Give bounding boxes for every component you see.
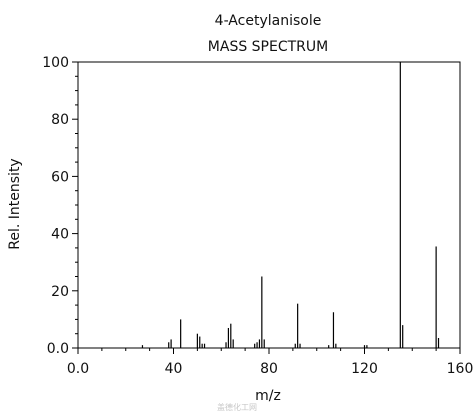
y-tick-label: 40 <box>51 227 69 243</box>
plot-frame <box>77 61 461 349</box>
x-axis-ticks: 0.0 40 80 120 160 <box>67 348 474 377</box>
watermark-text: 盖德化工网 <box>217 402 257 412</box>
y-axis-ticks: 0.0 20 40 60 80 100 <box>42 55 78 357</box>
y-tick-label: 60 <box>51 169 69 185</box>
y-tick-label: 80 <box>51 112 69 128</box>
x-tick-label: 120 <box>351 361 378 377</box>
y-tick-label: 20 <box>51 284 69 300</box>
chart-subtitle: MASS SPECTRUM <box>208 39 328 55</box>
y-tick-label: 0.0 <box>47 341 69 357</box>
chart-title: 4-Acetylanisole <box>215 13 322 29</box>
y-axis-label: Rel. Intensity <box>7 158 23 249</box>
y-tick-label: 100 <box>42 55 69 71</box>
x-tick-label: 40 <box>165 361 183 377</box>
peak-bars <box>141 62 440 348</box>
x-tick-label: 0.0 <box>67 361 89 377</box>
x-axis-label: m/z <box>255 388 281 404</box>
x-tick-label: 80 <box>260 361 278 377</box>
x-tick-label: 160 <box>447 361 474 377</box>
